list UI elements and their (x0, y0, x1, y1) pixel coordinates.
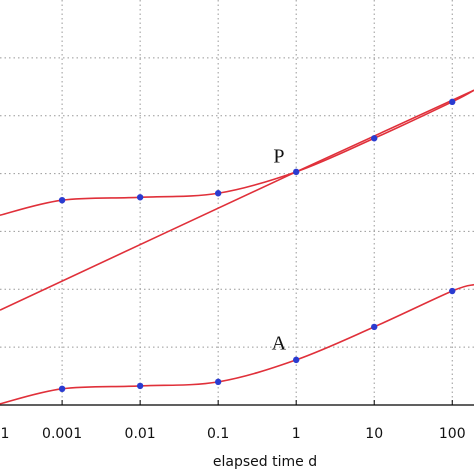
x-tick-label: 0.001 (42, 426, 82, 442)
annotation: A (272, 332, 287, 354)
x-tick-label: 0.01 (125, 426, 156, 442)
data-point (58, 385, 66, 392)
data-point (449, 98, 456, 106)
x-tick-label: 1 (292, 426, 301, 442)
annotation: P (273, 146, 284, 168)
data-point (214, 378, 222, 386)
x-tick-label: 1 (1, 426, 10, 442)
data-point (136, 382, 144, 390)
data-point (292, 356, 300, 364)
curve (0, 283, 474, 405)
curve (0, 89, 474, 217)
data-point (371, 323, 378, 331)
data-point (292, 168, 300, 176)
data-point (58, 196, 66, 204)
x-tick-label: 0.1 (207, 426, 229, 442)
x-tick-label: 100 (439, 426, 466, 442)
curve (0, 89, 474, 311)
data-point (136, 194, 144, 201)
data-point (214, 190, 222, 197)
x-axis-label: elapsed time d (213, 454, 317, 470)
data-point (449, 287, 456, 295)
data-point (371, 135, 378, 142)
x-tick-label: 10 (365, 426, 383, 442)
